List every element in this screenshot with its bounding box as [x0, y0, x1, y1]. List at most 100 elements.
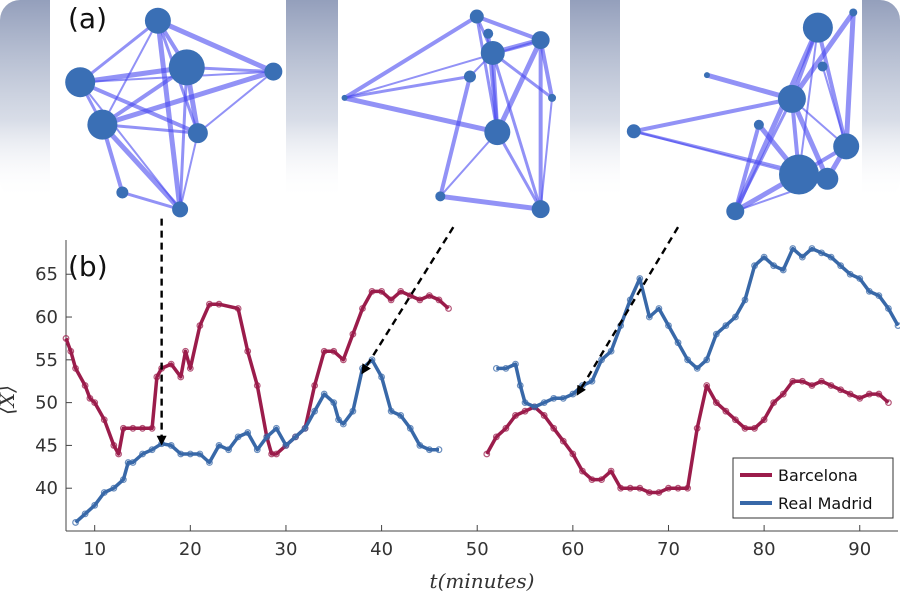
- x-tick-label: 80: [753, 539, 776, 560]
- network-edge: [789, 9, 856, 102]
- data-point-real-madrid: [827, 253, 835, 261]
- data-point-barcelona: [359, 305, 366, 312]
- data-point-real-madrid: [282, 442, 290, 449]
- data-point-real-madrid: [378, 373, 385, 381]
- data-point-barcelona: [115, 450, 122, 458]
- data-point-real-madrid: [263, 433, 271, 441]
- data-point-barcelona: [206, 300, 213, 308]
- network-node: [65, 67, 96, 98]
- network-node: [802, 12, 833, 43]
- data-point-real-madrid: [167, 442, 175, 449]
- network-node: [531, 31, 550, 50]
- y-tick-label: 65: [35, 264, 58, 285]
- series-line-barcelona: [485, 379, 890, 495]
- data-point-barcelona: [579, 467, 586, 475]
- data-point-barcelona: [62, 335, 70, 342]
- network-edge: [155, 18, 276, 75]
- data-point-real-madrid: [129, 459, 137, 466]
- network-edge: [474, 14, 543, 43]
- data-point-barcelona: [100, 416, 108, 424]
- legend-label-real-madrid: Real Madrid: [778, 494, 873, 513]
- data-point-barcelona: [617, 484, 625, 492]
- network-node: [703, 72, 710, 79]
- legend: Barcelona Real Madrid: [732, 457, 894, 519]
- data-point-real-madrid: [655, 305, 663, 312]
- networks-layer: [65, 7, 860, 221]
- x-tick-label: 60: [561, 539, 584, 560]
- data-point-real-madrid: [416, 442, 424, 449]
- data-point-real-madrid: [856, 275, 864, 282]
- data-point-real-madrid: [751, 262, 758, 270]
- data-point-barcelona: [148, 424, 156, 432]
- network-edge: [343, 74, 472, 100]
- network-edge: [120, 190, 182, 211]
- data-point-real-madrid: [397, 412, 405, 419]
- data-point-barcelona: [512, 412, 519, 419]
- data-point-barcelona: [751, 424, 758, 432]
- network-node: [777, 84, 806, 113]
- data-point-real-madrid: [703, 356, 711, 364]
- data-point-barcelona: [378, 287, 385, 295]
- series-line-barcelona: [64, 289, 450, 456]
- data-point-barcelona: [215, 300, 223, 308]
- data-point-real-madrid: [732, 313, 739, 321]
- arrows-layer: [156, 218, 680, 446]
- data-point-real-madrid: [100, 489, 108, 496]
- data-point-real-madrid: [665, 322, 672, 329]
- data-point-real-madrid: [406, 424, 414, 432]
- data-point-barcelona: [818, 377, 825, 385]
- data-point-real-madrid: [808, 245, 816, 252]
- network-node: [531, 200, 550, 219]
- data-point-real-madrid: [330, 399, 338, 407]
- line-chart: 10 20 30 40 50 60 70 80 90 40 45 50 55 60 65 t(minute…: [0, 218, 900, 593]
- data-point-barcelona: [177, 373, 185, 381]
- network-edge: [78, 19, 160, 84]
- network-edge: [798, 26, 819, 176]
- data-point-barcelona: [268, 450, 276, 458]
- y-tick-label: 45: [35, 435, 58, 456]
- data-point-barcelona: [846, 390, 854, 398]
- network-edge: [342, 14, 479, 100]
- data-point-real-madrid: [559, 394, 567, 402]
- network-edge: [438, 74, 472, 199]
- network-edge: [815, 25, 849, 149]
- network-edge: [79, 81, 182, 211]
- network-edge: [155, 18, 183, 212]
- data-point-real-madrid: [234, 433, 242, 441]
- x-tick-label: 50: [466, 539, 489, 560]
- data-point-barcelona: [416, 296, 424, 304]
- data-point-real-madrid: [349, 407, 357, 415]
- data-point-real-madrid: [119, 476, 127, 484]
- network-node: [849, 8, 858, 17]
- network-node: [816, 167, 839, 190]
- network-edge: [733, 122, 761, 214]
- x-tick-label: 40: [370, 539, 393, 560]
- network-edge: [495, 130, 543, 211]
- data-point-barcelona: [67, 347, 75, 355]
- data-point-barcelona: [741, 424, 749, 432]
- data-point-barcelona: [827, 382, 835, 389]
- data-point-real-madrid: [206, 459, 213, 466]
- data-point-real-madrid: [798, 253, 806, 261]
- data-point-barcelona: [86, 394, 94, 402]
- data-point-barcelona: [330, 347, 338, 355]
- network-node: [753, 119, 764, 130]
- data-point-real-madrid: [894, 322, 900, 329]
- y-tick-label: 40: [35, 478, 58, 499]
- data-point-real-madrid: [139, 450, 146, 458]
- data-point-barcelona: [550, 424, 558, 432]
- data-point-barcelona: [129, 424, 137, 432]
- x-tick-label: 10: [83, 539, 106, 560]
- network-edge: [539, 96, 554, 211]
- data-point-real-madrid: [693, 364, 701, 372]
- data-point-real-madrid: [91, 501, 99, 509]
- data-point-barcelona: [703, 382, 711, 389]
- data-point-barcelona: [182, 347, 189, 355]
- legend-label-barcelona: Barcelona: [778, 466, 858, 485]
- data-point-barcelona: [598, 476, 605, 484]
- network-edge: [821, 65, 848, 148]
- data-point-barcelona: [588, 476, 596, 484]
- data-point-barcelona: [789, 377, 797, 385]
- series-line-real-madrid: [496, 246, 900, 409]
- data-point-real-madrid: [674, 339, 682, 347]
